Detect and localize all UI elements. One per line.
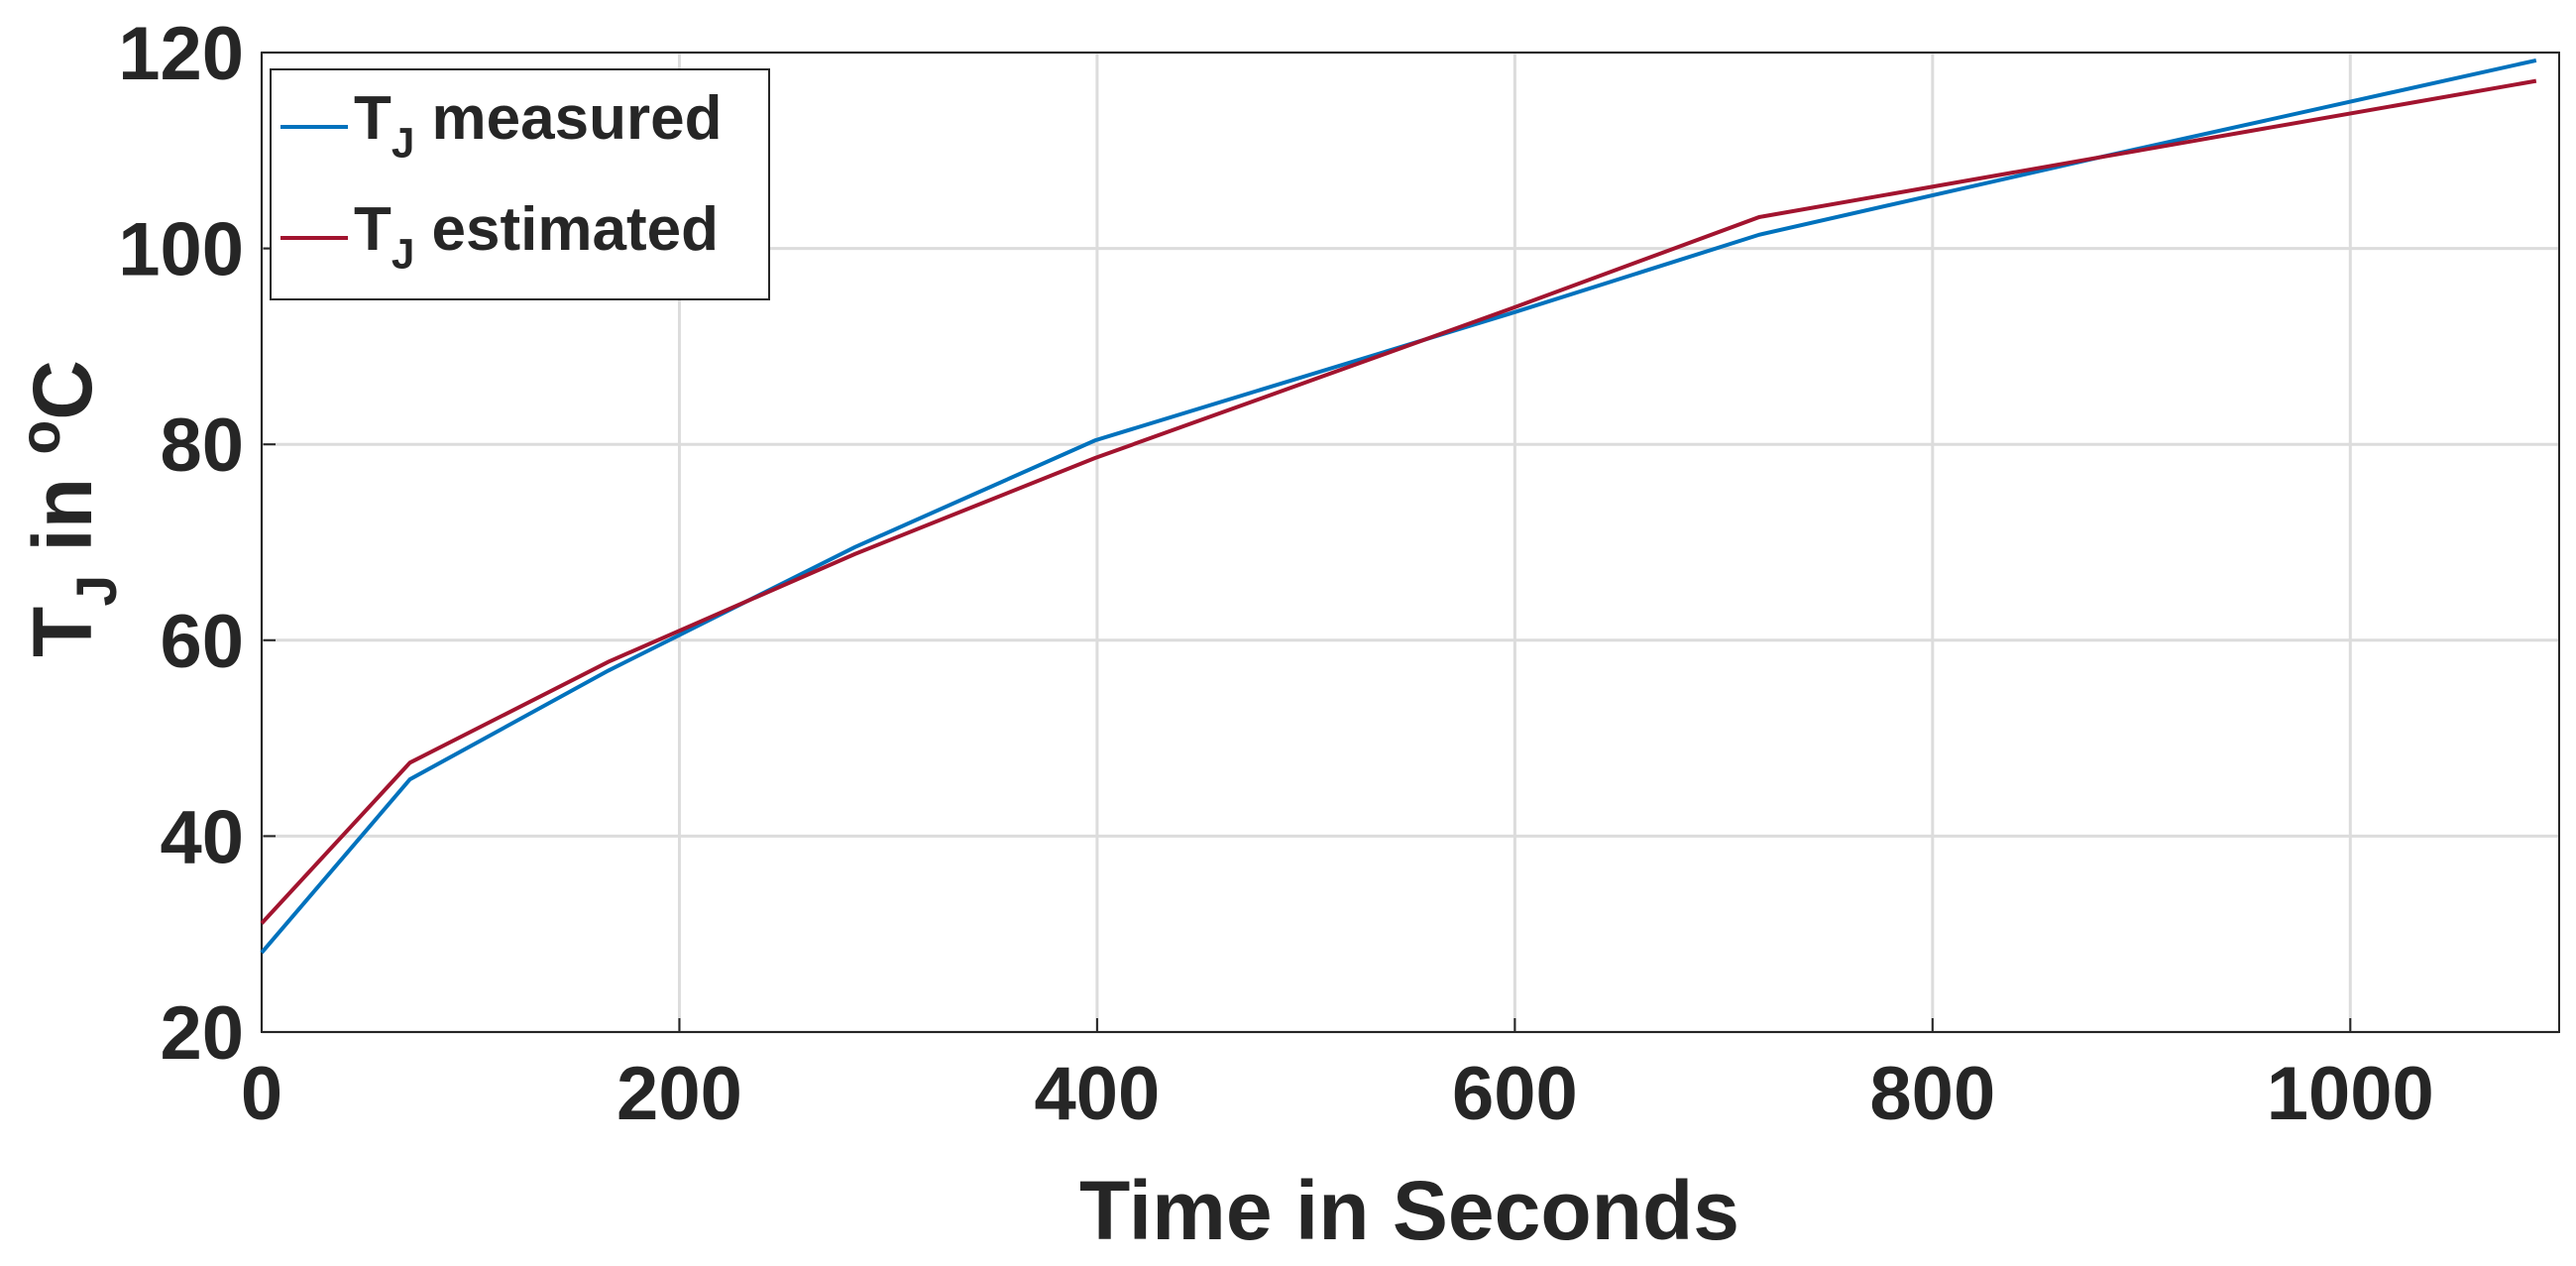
text-part: 200 bbox=[616, 1052, 742, 1136]
x-tick-label: 800 bbox=[1869, 1052, 1995, 1136]
text-part: 60 bbox=[160, 600, 244, 684]
y-axis-label: TJ in oC bbox=[9, 360, 129, 657]
legend-box bbox=[270, 68, 770, 300]
text-part: 0 bbox=[241, 1052, 282, 1136]
text-part: T bbox=[354, 84, 392, 153]
legend-label: TJ estimated bbox=[354, 195, 719, 278]
text-part: 800 bbox=[1869, 1052, 1995, 1136]
text-part: in bbox=[16, 455, 109, 575]
text-part: T bbox=[354, 195, 392, 264]
x-tick-label: 200 bbox=[616, 1052, 742, 1136]
text-part: 20 bbox=[160, 991, 244, 1076]
y-tick-label: 20 bbox=[160, 991, 244, 1076]
text-part: J bbox=[392, 120, 414, 167]
x-tick-label: 0 bbox=[241, 1052, 282, 1136]
axes-box bbox=[261, 52, 2560, 1033]
y-tick-label: 60 bbox=[160, 600, 244, 684]
text-part: 40 bbox=[160, 795, 244, 879]
text-part: 600 bbox=[1452, 1052, 1578, 1136]
text-part: 400 bbox=[1035, 1052, 1161, 1136]
x-tick-label: 1000 bbox=[2267, 1052, 2434, 1136]
y-tick-label: 120 bbox=[118, 12, 244, 96]
text-part: T bbox=[16, 607, 109, 657]
y-tick-label: 40 bbox=[160, 795, 244, 879]
y-tick-label: 80 bbox=[160, 403, 244, 488]
text-part: J bbox=[65, 575, 129, 607]
series-line bbox=[260, 58, 2537, 955]
y-tick-label: 100 bbox=[118, 208, 244, 292]
x-tick-label: 600 bbox=[1452, 1052, 1578, 1136]
text-part: estimated bbox=[414, 195, 719, 264]
text-part: 1000 bbox=[2267, 1052, 2434, 1136]
text-part: 100 bbox=[118, 208, 244, 292]
series-line bbox=[260, 78, 2537, 925]
text-part: J bbox=[392, 231, 414, 278]
x-tick-label: 400 bbox=[1035, 1052, 1161, 1136]
text-part: Time in Seconds bbox=[1079, 1164, 1739, 1257]
text-part: C bbox=[16, 360, 109, 420]
text-part: 80 bbox=[160, 403, 244, 488]
text-part: o bbox=[9, 420, 72, 455]
text-part: measured bbox=[414, 84, 722, 153]
x-axis-label: Time in Seconds bbox=[1079, 1164, 1739, 1257]
legend-label: TJ measured bbox=[354, 84, 722, 167]
text-part: 120 bbox=[118, 12, 244, 96]
